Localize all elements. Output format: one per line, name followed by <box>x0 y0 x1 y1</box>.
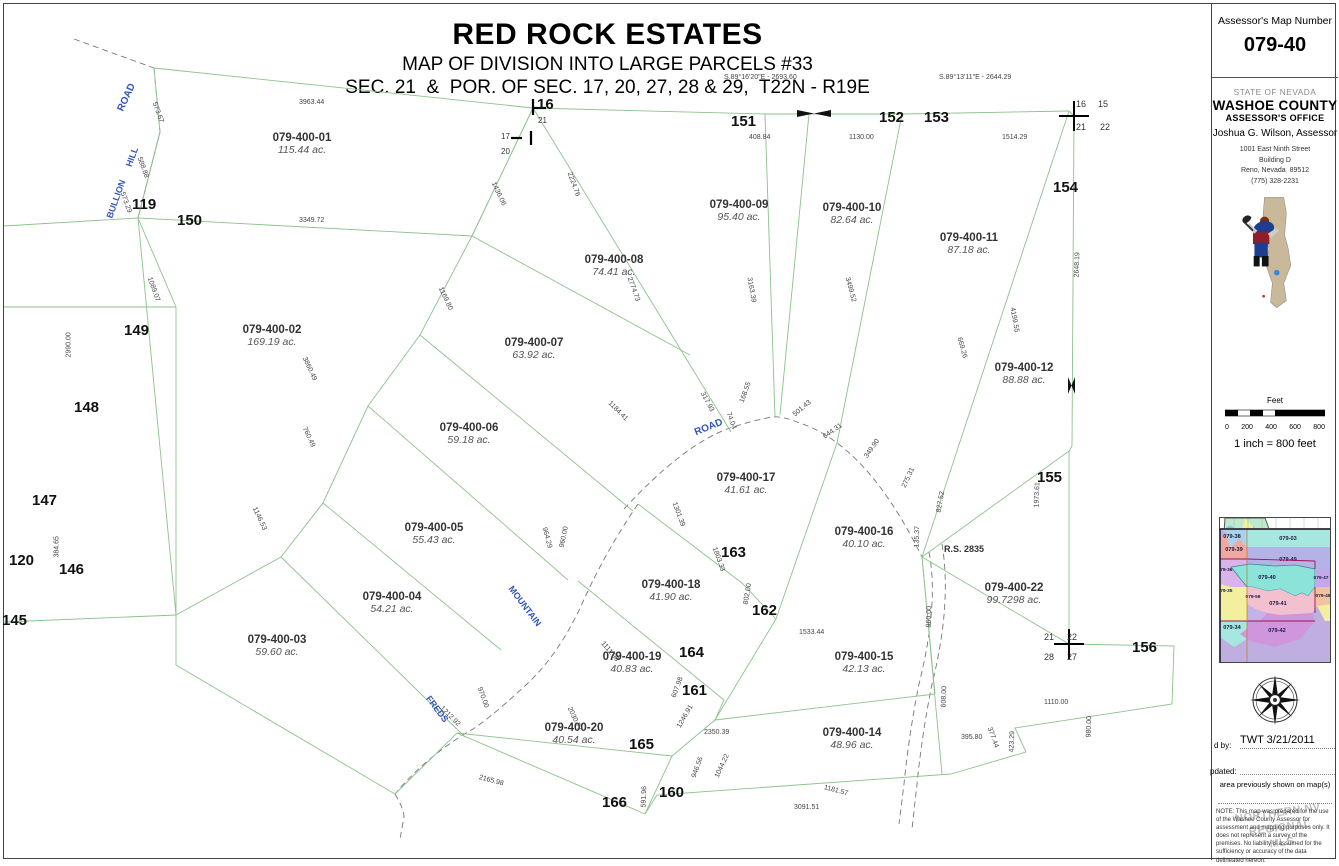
svg-text:079-03: 079-03 <box>1279 536 1296 542</box>
svg-text:079-38: 079-38 <box>1223 534 1240 540</box>
svg-text:079-45: 079-45 <box>1316 593 1331 599</box>
svg-text:079-41: 079-41 <box>1269 601 1286 607</box>
svg-text:079-35: 079-35 <box>1220 588 1233 594</box>
svg-text:079-47: 079-47 <box>1314 575 1329 581</box>
svg-text:079-40: 079-40 <box>1258 575 1275 581</box>
svg-text:079-39: 079-39 <box>1225 547 1242 553</box>
svg-text:079-42: 079-42 <box>1268 628 1285 634</box>
svg-text:079-36: 079-36 <box>1220 567 1233 573</box>
svg-text:079-59: 079-59 <box>1246 594 1261 600</box>
svg-text:079-34: 079-34 <box>1223 625 1241 631</box>
